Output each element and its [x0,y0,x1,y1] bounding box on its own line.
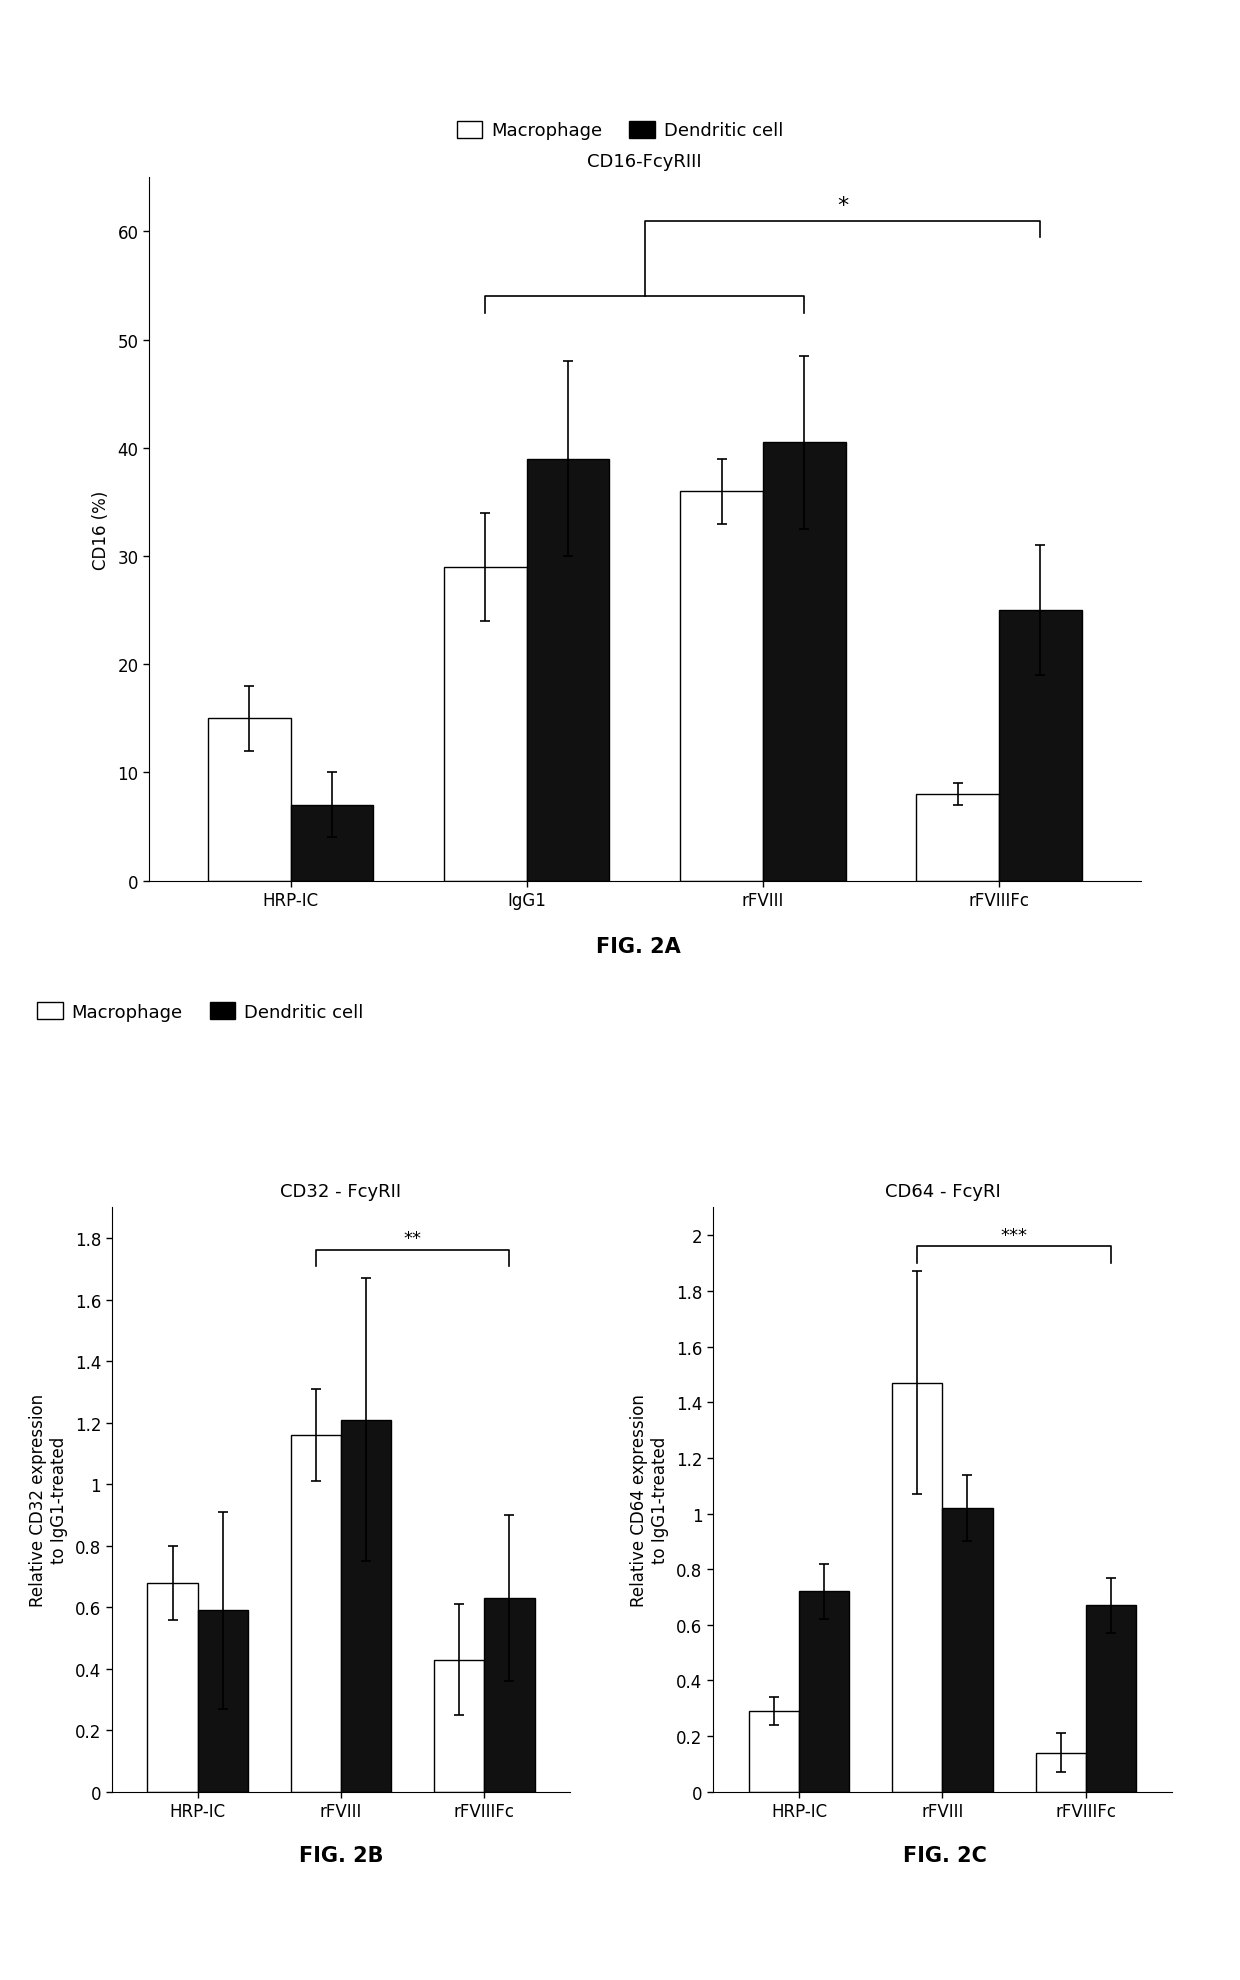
Bar [148,1582,197,1792]
Y-axis label: Relative CD64 expression
to IgG1-treated: Relative CD64 expression to IgG1-treated [630,1394,670,1606]
Bar [1086,1606,1136,1792]
Bar [749,1711,799,1792]
Text: FIG. 2A: FIG. 2A [596,937,681,956]
Text: ***: *** [1001,1226,1028,1243]
Bar [681,491,763,881]
Bar [291,1436,341,1792]
Text: FIG. 2B: FIG. 2B [299,1845,383,1865]
Bar [1035,1752,1086,1792]
Bar [341,1420,391,1792]
Legend: Macrophage, Dendritic cell: Macrophage, Dendritic cell [454,119,786,145]
Bar [290,806,373,881]
Title: CD32 - FcyRII: CD32 - FcyRII [280,1182,402,1200]
Text: *: * [837,196,848,216]
Title: CD16-FcyRIII: CD16-FcyRIII [588,152,702,170]
Text: **: ** [404,1230,422,1247]
Y-axis label: CD16 (%): CD16 (%) [92,489,110,570]
Bar [434,1659,485,1792]
Bar [893,1382,942,1792]
Bar [444,568,527,881]
Text: FIG. 2C: FIG. 2C [903,1845,987,1865]
Bar [527,459,609,881]
Bar [942,1509,992,1792]
Bar [763,444,846,881]
Y-axis label: Relative CD32 expression
to IgG1-treated: Relative CD32 expression to IgG1-treated [29,1394,68,1606]
Bar [799,1592,849,1792]
Bar [197,1610,248,1792]
Legend: Macrophage, Dendritic cell: Macrophage, Dendritic cell [33,1000,367,1026]
Bar [485,1598,534,1792]
Title: CD64 - FcyRI: CD64 - FcyRI [884,1182,1001,1200]
Bar [999,610,1081,881]
Bar [916,794,999,881]
Bar [208,719,290,881]
